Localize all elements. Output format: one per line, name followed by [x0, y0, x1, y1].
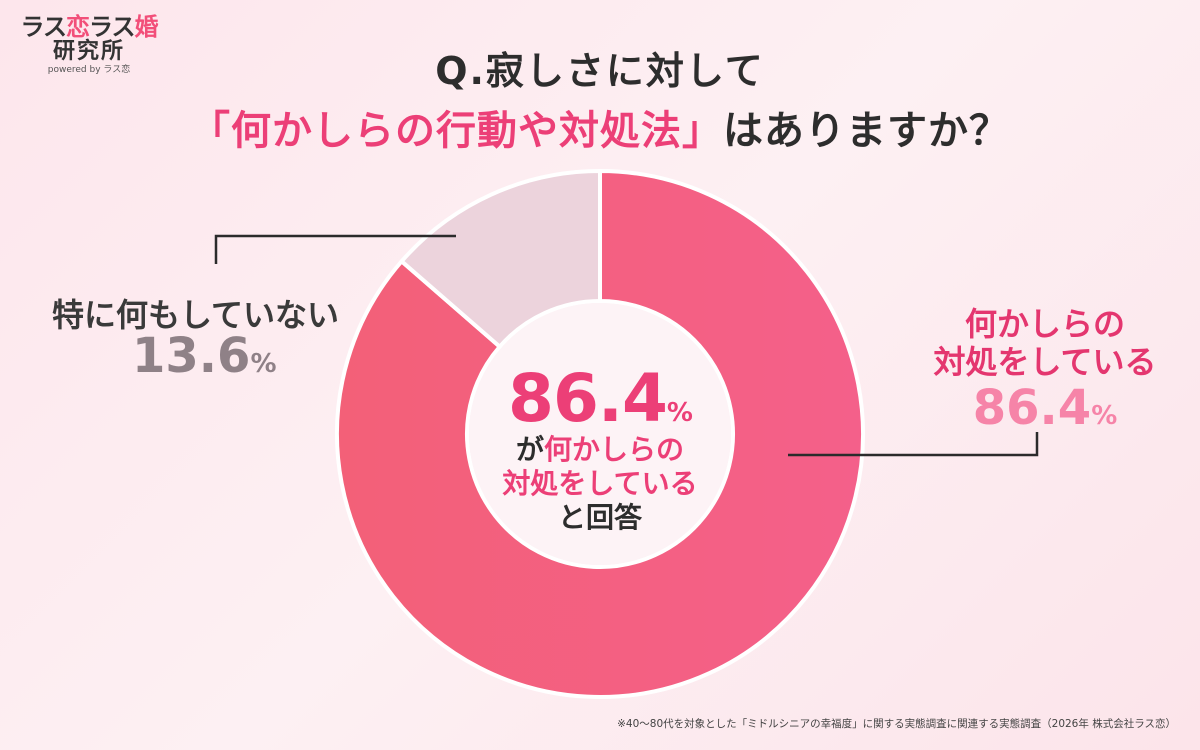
logo-part-ras2: ラス — [89, 13, 136, 41]
donut-slice-2 — [398, 168, 602, 350]
slice-value-none-unit: % — [250, 349, 277, 379]
center-caption-prefix: が — [515, 433, 544, 466]
question-rest: はありますか？ — [723, 108, 1010, 154]
slice-label-coping-line1: 何かしらの — [964, 305, 1125, 343]
leader-line-left — [214, 234, 456, 264]
center-value: 86.4% — [480, 360, 720, 437]
logo-part-kon: 婚 — [134, 13, 159, 41]
center-caption-line3: と回答 — [557, 501, 642, 534]
slice-value-none-number: 13.6 — [132, 328, 251, 384]
slice-value-coping-number: 86.4 — [972, 380, 1092, 436]
donut-slices — [335, 168, 865, 699]
question-highlight: 「何かしらの行動や対処法」 — [190, 108, 723, 154]
center-caption-highlight: 何かしらの — [544, 433, 685, 466]
slice-label-none: 特に何もしていない — [52, 296, 340, 334]
logo: ラス恋ラス婚 研究所 powered by ラス恋 — [14, 14, 164, 76]
logo-wordmark: ラス恋ラス婚 — [14, 14, 164, 40]
leader-line-right — [788, 432, 1039, 457]
question-title-line2: 「何かしらの行動や対処法」はありますか？ — [0, 98, 1200, 156]
center-value-unit: % — [666, 398, 693, 428]
center-caption-line2: 対処をしている — [502, 467, 698, 500]
slice-value-coping-unit: % — [1091, 401, 1118, 431]
slice-value-none: 13.6% — [132, 328, 277, 384]
slice-value-coping: 86.4% — [900, 380, 1190, 436]
donut-hole — [469, 303, 731, 565]
slice-label-coping-line2: 対処をしている — [933, 343, 1157, 381]
footnote: ※40〜80代を対象とした「ミドルシニアの幸福度」に関する実態調査に関連する実態… — [617, 718, 1176, 730]
center-caption-line1: が何かしらの — [480, 428, 720, 468]
logo-powered-by: powered by ラス恋 — [47, 65, 131, 75]
logo-part-koi: 恋 — [66, 13, 90, 41]
donut-slice-1 — [335, 168, 865, 699]
question-title-line1: Q.寂しさに対して — [435, 49, 765, 93]
logo-subtitle: 研究所 — [52, 39, 125, 64]
center-value-number: 86.4 — [508, 360, 668, 437]
logo-part-ras1: ラス — [20, 13, 67, 41]
